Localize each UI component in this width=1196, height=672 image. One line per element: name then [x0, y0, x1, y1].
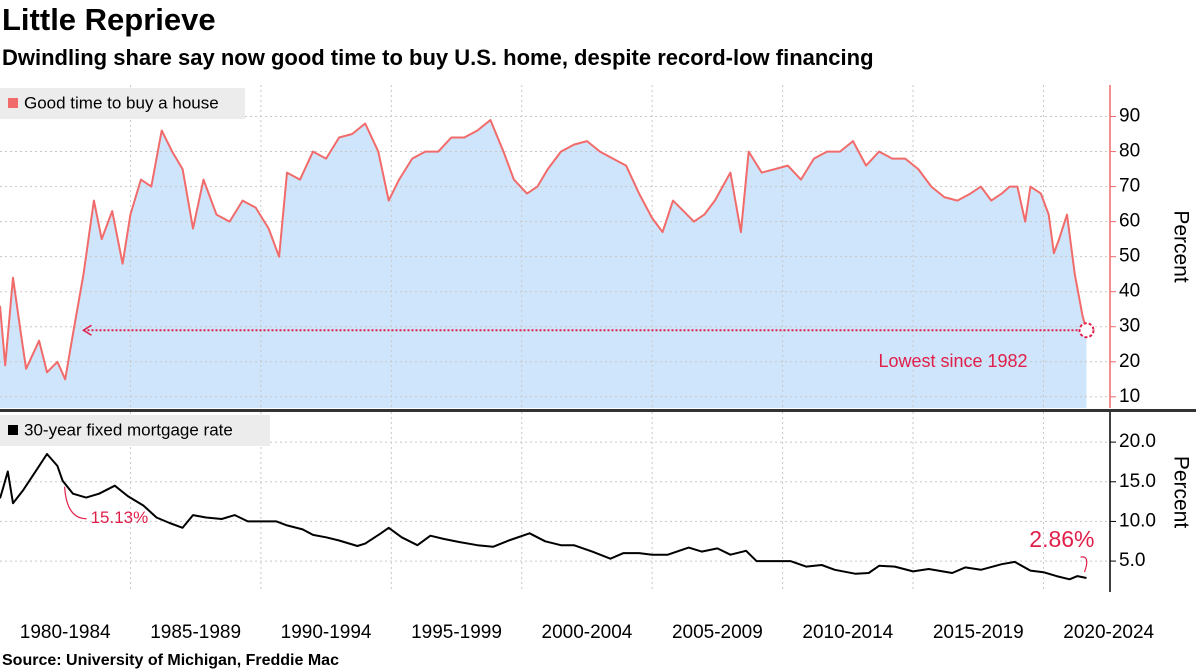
legend-background [0, 88, 245, 119]
legend-label: 30-year fixed mortgage rate [24, 420, 233, 439]
annotation: Lowest since 1982 [878, 351, 1027, 371]
y-tick-label: 5.0 [1119, 550, 1145, 571]
x-tick-label: 1995-1999 [411, 622, 502, 643]
legend-label: Good time to buy a house [24, 93, 219, 112]
panel-separator [0, 409, 1196, 412]
y-tick-label: 10 [1119, 386, 1140, 407]
annotation-leader [1080, 556, 1088, 573]
x-tick-label: 1990-1994 [281, 622, 372, 643]
x-tick-label: 2010-2014 [802, 622, 893, 643]
annotation-leader [64, 486, 87, 520]
chart-title: Little Reprieve [2, 2, 216, 37]
legend-swatch [8, 425, 18, 435]
y-tick-label: 20 [1119, 351, 1140, 372]
line [0, 453, 1087, 581]
y-tick-label: 30 [1119, 316, 1140, 337]
x-tick-label: 2020-2024 [1063, 622, 1154, 643]
y-tick-label: 70 [1119, 176, 1140, 197]
highlight-point [1078, 322, 1095, 339]
reference-arrow [82, 324, 92, 336]
y-tick-label: 40 [1119, 281, 1140, 302]
y-axis-label: Percent [1169, 456, 1192, 529]
y-tick-label: 20.0 [1119, 431, 1156, 452]
chart-subtitle: Dwindling share say now good time to buy… [2, 45, 874, 70]
x-tick-label: 2005-2009 [672, 622, 763, 643]
x-tick-label: 2000-2004 [542, 622, 633, 643]
y-tick-label: 15.0 [1119, 471, 1156, 492]
source: Source: University of Michigan, Freddie … [2, 652, 339, 669]
y-tick-label: 90 [1119, 106, 1140, 127]
legend-swatch [8, 98, 18, 108]
data-label: 15.13% [91, 508, 149, 527]
x-tick-label: 1980-1984 [20, 622, 111, 643]
legend-background [0, 415, 270, 446]
y-axis-label: Percent [1169, 210, 1192, 283]
x-tick-label: 2015-2019 [933, 622, 1024, 643]
y-tick-label: 80 [1119, 141, 1140, 162]
x-tick-label: 1985-1989 [150, 622, 241, 643]
data-label: 2.86% [1029, 526, 1094, 552]
area [0, 120, 1087, 408]
line [0, 119, 1088, 381]
y-tick-label: 10.0 [1119, 510, 1156, 531]
y-tick-label: 60 [1119, 211, 1140, 232]
y-tick-label: 50 [1119, 246, 1140, 267]
